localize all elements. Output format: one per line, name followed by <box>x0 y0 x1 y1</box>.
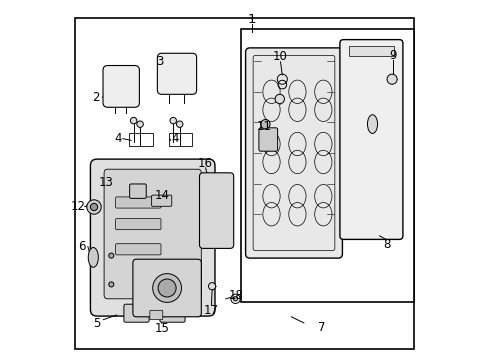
Circle shape <box>90 203 98 211</box>
Bar <box>129 133 152 146</box>
Circle shape <box>170 117 176 124</box>
Circle shape <box>87 200 101 214</box>
FancyBboxPatch shape <box>129 184 146 198</box>
FancyBboxPatch shape <box>115 219 161 230</box>
FancyBboxPatch shape <box>115 197 161 208</box>
Text: 4: 4 <box>114 132 122 145</box>
FancyBboxPatch shape <box>245 48 342 258</box>
FancyBboxPatch shape <box>133 259 201 317</box>
Text: 13: 13 <box>98 176 113 189</box>
Ellipse shape <box>88 248 98 267</box>
FancyBboxPatch shape <box>199 173 233 248</box>
Circle shape <box>233 297 237 301</box>
FancyBboxPatch shape <box>123 304 149 322</box>
Ellipse shape <box>366 115 377 134</box>
Text: 8: 8 <box>382 238 389 251</box>
Text: 1: 1 <box>247 13 255 26</box>
Circle shape <box>137 121 143 127</box>
Circle shape <box>386 74 396 84</box>
Text: 17: 17 <box>203 304 219 317</box>
Circle shape <box>158 279 176 297</box>
Text: 18: 18 <box>228 289 243 302</box>
Circle shape <box>176 121 183 127</box>
Text: 9: 9 <box>388 49 396 62</box>
Circle shape <box>208 283 215 290</box>
Text: 15: 15 <box>154 322 169 335</box>
Text: 12: 12 <box>70 200 85 213</box>
Text: 6: 6 <box>78 240 85 253</box>
Bar <box>348 46 393 56</box>
Circle shape <box>260 120 269 129</box>
Text: 2: 2 <box>92 91 100 104</box>
Text: 7: 7 <box>318 321 325 334</box>
Bar <box>168 133 192 146</box>
FancyBboxPatch shape <box>115 244 161 255</box>
FancyBboxPatch shape <box>160 304 185 322</box>
Circle shape <box>108 253 114 258</box>
Text: 4: 4 <box>171 132 179 145</box>
FancyBboxPatch shape <box>90 159 215 316</box>
FancyBboxPatch shape <box>339 40 402 239</box>
FancyBboxPatch shape <box>151 195 171 206</box>
FancyBboxPatch shape <box>103 66 139 107</box>
FancyBboxPatch shape <box>104 169 201 299</box>
Text: 3: 3 <box>156 55 163 68</box>
FancyBboxPatch shape <box>157 53 196 94</box>
Text: 10: 10 <box>272 50 287 63</box>
Circle shape <box>275 94 284 104</box>
Text: 14: 14 <box>155 189 169 202</box>
Circle shape <box>230 294 240 303</box>
Bar <box>241 29 413 302</box>
FancyBboxPatch shape <box>149 310 163 320</box>
FancyBboxPatch shape <box>258 128 277 151</box>
Circle shape <box>130 117 137 124</box>
Text: 5: 5 <box>93 317 101 330</box>
Text: 16: 16 <box>198 157 213 170</box>
Text: 11: 11 <box>257 120 272 133</box>
Circle shape <box>108 282 114 287</box>
Circle shape <box>152 274 181 302</box>
